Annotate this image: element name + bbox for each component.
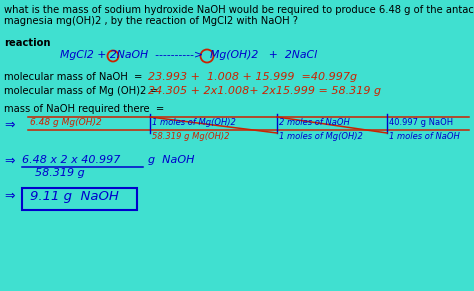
Text: mass of NaOH required there  =: mass of NaOH required there = bbox=[4, 104, 164, 114]
Text: molecular mass of Mg (OH)2 =: molecular mass of Mg (OH)2 = bbox=[4, 86, 158, 96]
Text: molecular mass of NaOH  =: molecular mass of NaOH = bbox=[4, 72, 142, 82]
Bar bbox=[22, 188, 137, 210]
Text: 58.319 g: 58.319 g bbox=[35, 168, 85, 178]
Text: ⇒: ⇒ bbox=[4, 119, 15, 132]
Text: MgCl2 + 2NaOH  ---------->  Mg(OH)2   +  2NaCl: MgCl2 + 2NaOH ----------> Mg(OH)2 + 2NaC… bbox=[60, 50, 317, 60]
Text: 23.993 +  1.008 + 15.999  =40.997g: 23.993 + 1.008 + 15.999 =40.997g bbox=[148, 72, 357, 82]
Text: 6.48 g Mg(OH)2: 6.48 g Mg(OH)2 bbox=[30, 118, 102, 127]
Text: g  NaOH: g NaOH bbox=[148, 155, 194, 165]
Text: 58.319 g Mg(OH)2: 58.319 g Mg(OH)2 bbox=[152, 132, 229, 141]
Text: 1 moles of Mg(OH)2: 1 moles of Mg(OH)2 bbox=[152, 118, 236, 127]
Text: 6.48 x 2 x 40.997: 6.48 x 2 x 40.997 bbox=[22, 155, 120, 165]
Text: magnesia mg(OH)2 , by the reaction of MgCl2 with NaOH ?: magnesia mg(OH)2 , by the reaction of Mg… bbox=[4, 16, 298, 26]
Text: ⇒: ⇒ bbox=[4, 155, 15, 168]
Text: 9.11 g  NaOH: 9.11 g NaOH bbox=[30, 190, 119, 203]
Text: ⇒: ⇒ bbox=[4, 190, 15, 203]
Text: 1 moles of Mg(OH)2: 1 moles of Mg(OH)2 bbox=[279, 132, 363, 141]
Text: 24.305 + 2x1.008+ 2x15.999 = 58.319 g: 24.305 + 2x1.008+ 2x15.999 = 58.319 g bbox=[148, 86, 381, 96]
Text: 2 moles of NaOH: 2 moles of NaOH bbox=[279, 118, 350, 127]
Text: reaction: reaction bbox=[4, 38, 51, 48]
Text: 1 moles of NaOH: 1 moles of NaOH bbox=[389, 132, 460, 141]
Text: what is the mass of sodium hydroxide NaOH would be required to produce 6.48 g of: what is the mass of sodium hydroxide NaO… bbox=[4, 5, 474, 15]
Text: 40.997 g NaOH: 40.997 g NaOH bbox=[389, 118, 453, 127]
